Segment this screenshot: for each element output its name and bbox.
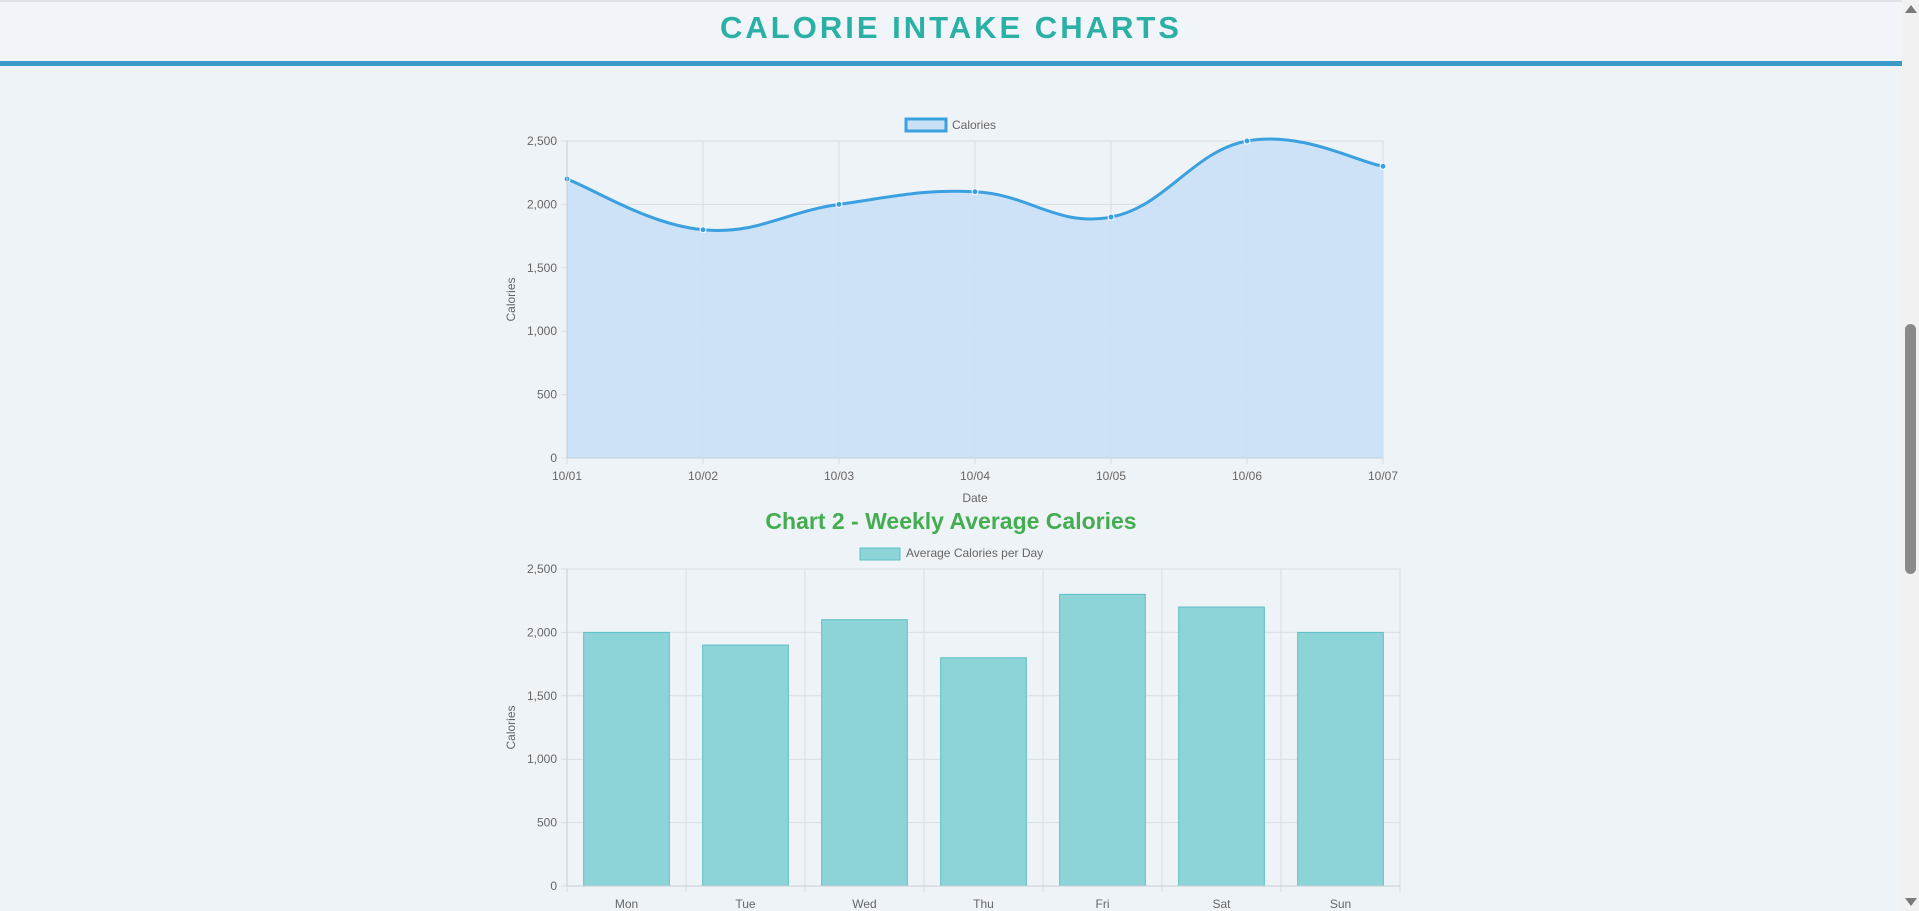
y-tick-label: 500 bbox=[537, 816, 557, 830]
x-tick-label: 10/04 bbox=[960, 469, 990, 483]
data-point-calories bbox=[699, 226, 707, 234]
bar-sun bbox=[1297, 631, 1384, 887]
x-axis-title: Date bbox=[962, 491, 988, 505]
x-tick-label: Sun bbox=[1330, 897, 1351, 911]
data-point-calories bbox=[835, 200, 843, 208]
y-tick-label: 0 bbox=[550, 451, 557, 465]
y-tick-label: 2,000 bbox=[527, 197, 557, 211]
bar-wed bbox=[821, 619, 908, 887]
area-fill-calories bbox=[567, 138, 1383, 458]
scroll-up-arrow-icon[interactable] bbox=[1905, 5, 1917, 13]
x-tick-label: Mon bbox=[615, 897, 638, 911]
y-tick-label: 1,000 bbox=[527, 752, 557, 766]
y-axis-title: Calories bbox=[504, 705, 518, 749]
x-tick-label: 10/01 bbox=[552, 469, 582, 483]
data-point-calories bbox=[1107, 213, 1115, 221]
x-tick-label: Tue bbox=[735, 897, 756, 911]
bar-thu bbox=[940, 657, 1027, 887]
page-title: CALORIE INTAKE CHARTS bbox=[720, 10, 1182, 45]
x-tick-label: 10/06 bbox=[1232, 469, 1262, 483]
x-tick-label: 10/05 bbox=[1096, 469, 1126, 483]
x-tick-label: 10/02 bbox=[688, 469, 718, 483]
vertical-scrollbar[interactable] bbox=[1902, 0, 1919, 911]
x-tick-label: 10/03 bbox=[824, 469, 854, 483]
x-tick-label: Thu bbox=[973, 897, 994, 911]
bar-mon bbox=[583, 631, 670, 887]
scroll-down-arrow-icon[interactable] bbox=[1905, 898, 1917, 906]
x-tick-label: Fri bbox=[1096, 897, 1110, 911]
scroll-thumb[interactable] bbox=[1905, 324, 1916, 574]
data-point-calories bbox=[1243, 137, 1251, 145]
legend-swatch-calories bbox=[904, 117, 948, 133]
x-tick-label: Wed bbox=[852, 897, 876, 911]
chart2-title: Chart 2 - Weekly Average Calories bbox=[765, 508, 1137, 534]
data-point-calories bbox=[1379, 162, 1387, 170]
bar-chart-weekly-average: Average Calories per Day 0 500 1,000 1,500 2,… bbox=[504, 546, 1401, 911]
bar-sat bbox=[1178, 606, 1265, 887]
y-tick-label: 1,500 bbox=[527, 261, 557, 275]
y-tick-label: 1,000 bbox=[527, 324, 557, 338]
legend-swatch-average bbox=[859, 547, 901, 561]
page-header: CALORIE INTAKE CHARTS bbox=[0, 0, 1902, 66]
x-tick-label: Sat bbox=[1212, 897, 1231, 911]
line-chart-calories: Calories 0 500 1,000 1,500 2,000 2,500 10/01 10/… bbox=[504, 117, 1398, 505]
bar-tue bbox=[702, 644, 789, 887]
y-tick-label: 2,000 bbox=[527, 625, 557, 639]
legend-label-calories: Calories bbox=[952, 118, 996, 132]
data-point-calories bbox=[971, 188, 979, 196]
y-tick-label: 2,500 bbox=[527, 134, 557, 148]
y-tick-label: 0 bbox=[550, 879, 557, 893]
y-axis-title: Calories bbox=[504, 277, 518, 321]
y-tick-label: 500 bbox=[537, 388, 557, 402]
legend-label-average: Average Calories per Day bbox=[906, 546, 1043, 560]
y-tick-label: 2,500 bbox=[527, 562, 557, 576]
x-tick-label: 10/07 bbox=[1368, 469, 1398, 483]
y-tick-label: 1,500 bbox=[527, 689, 557, 703]
bar-fri bbox=[1059, 593, 1146, 887]
